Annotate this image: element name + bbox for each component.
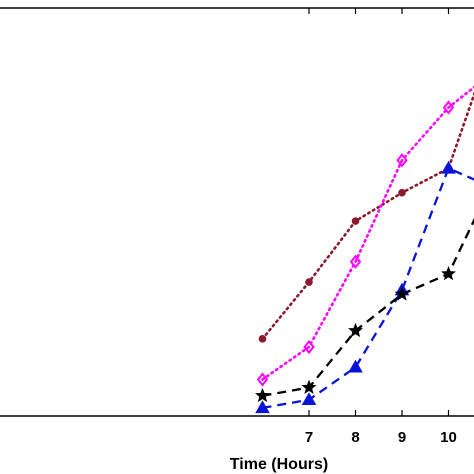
- x-tick-label: 9: [398, 429, 406, 446]
- x-tick-label: 7: [305, 429, 313, 446]
- data-point-circle: [258, 335, 267, 343]
- series-line: [261, 85, 474, 381]
- data-point-circle: [305, 278, 313, 286]
- data-point-star: [394, 286, 410, 301]
- data-point-star: [348, 322, 363, 338]
- plot-area: [0, 7, 474, 417]
- data-point-circle: [398, 188, 406, 197]
- data-point-diamond: [442, 100, 455, 115]
- series-line: [262, 217, 474, 397]
- data-point-diamond: [256, 372, 269, 387]
- x-tick-label: 10: [440, 429, 457, 446]
- series-line: [262, 166, 474, 410]
- series-4: [255, 217, 474, 403]
- series-3: [255, 160, 474, 414]
- data-point-diamond: [303, 339, 315, 355]
- data-point-star: [441, 266, 456, 281]
- data-point-diamond: [349, 254, 362, 269]
- x-tick-label: 8: [351, 429, 359, 446]
- data-point-star: [301, 379, 317, 394]
- x-axis-ticks: 78910111213141516: [305, 8, 457, 446]
- data-point-diamond: [396, 153, 408, 168]
- data-point-star: [255, 387, 270, 403]
- data-point-triangle: [348, 359, 363, 373]
- data-point-circle: [351, 217, 360, 225]
- data-point-triangle: [255, 400, 270, 414]
- series-line: [261, 90, 474, 341]
- x-axis-label: Time (Hours): [230, 456, 328, 473]
- series-2: [256, 85, 474, 387]
- data-point-triangle: [301, 392, 317, 406]
- data-point-triangle: [441, 160, 456, 174]
- series-1: [258, 90, 474, 343]
